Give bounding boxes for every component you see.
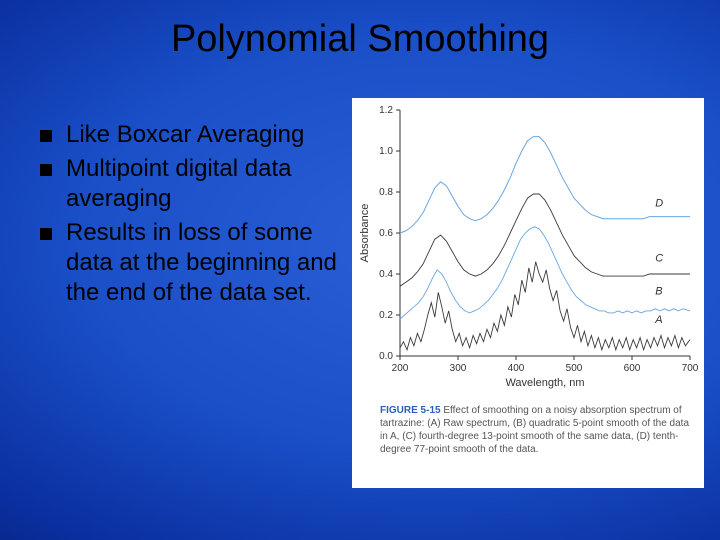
list-item: Results in loss of some data at the begi… <box>40 218 340 308</box>
svg-text:C: C <box>655 253 663 265</box>
svg-text:0.0: 0.0 <box>379 351 393 362</box>
svg-text:0.2: 0.2 <box>379 310 393 321</box>
svg-text:700: 700 <box>682 363 699 374</box>
slide: Polynomial Smoothing Like Boxcar Averagi… <box>0 0 720 540</box>
list-item: Like Boxcar Averaging <box>40 120 340 150</box>
bullet-icon <box>40 228 52 240</box>
svg-text:0.4: 0.4 <box>379 269 393 280</box>
bullet-text: Like Boxcar Averaging <box>66 120 340 150</box>
svg-text:D: D <box>655 197 663 209</box>
absorbance-chart: 0.0 0.2 0.4 0.6 0.8 1.0 1.2 200 300 400 500 600 700 W… <box>352 98 704 398</box>
bullet-list: Like Boxcar Averaging Multipoint digital… <box>40 120 340 312</box>
bullet-text: Multipoint digital data averaging <box>66 154 340 214</box>
figure-caption: FIGURE 5-15 Effect of smoothing on a noi… <box>352 398 704 456</box>
list-item: Multipoint digital data averaging <box>40 154 340 214</box>
slide-title: Polynomial Smoothing <box>0 18 720 61</box>
svg-text:1.2: 1.2 <box>379 105 393 116</box>
svg-text:200: 200 <box>392 363 409 374</box>
svg-text:0.8: 0.8 <box>379 187 393 198</box>
svg-text:Wavelength, nm: Wavelength, nm <box>505 377 584 389</box>
bullet-text: Results in loss of some data at the begi… <box>66 218 340 308</box>
svg-text:300: 300 <box>450 363 467 374</box>
svg-text:600: 600 <box>624 363 641 374</box>
svg-text:1.0: 1.0 <box>379 146 393 157</box>
svg-text:0.6: 0.6 <box>379 228 393 239</box>
figure-panel: 0.0 0.2 0.4 0.6 0.8 1.0 1.2 200 300 400 500 600 700 W… <box>352 98 704 488</box>
figure-label: FIGURE 5-15 <box>380 405 441 416</box>
svg-text:A: A <box>654 314 662 326</box>
bullet-icon <box>40 130 52 142</box>
svg-text:400: 400 <box>508 363 525 374</box>
svg-text:B: B <box>655 286 662 298</box>
bullet-icon <box>40 164 52 176</box>
svg-text:500: 500 <box>566 363 583 374</box>
svg-text:Absorbance: Absorbance <box>359 204 371 263</box>
